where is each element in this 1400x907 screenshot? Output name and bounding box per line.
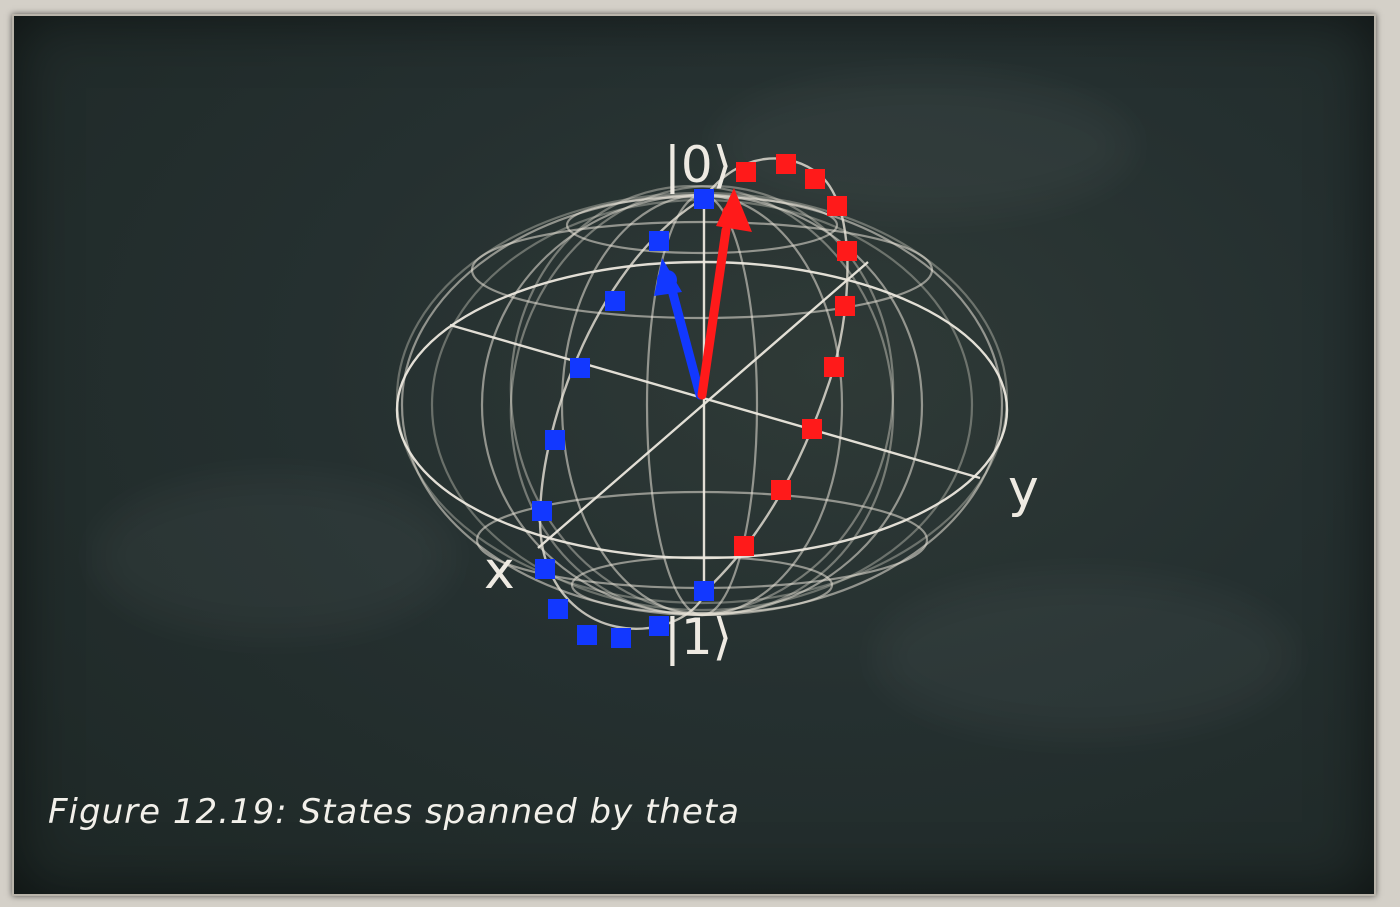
- bloch-axes: [395, 195, 1009, 598]
- blue-vector-shaft: [667, 285, 705, 400]
- chalk-smudge: [94, 476, 454, 636]
- red-state-point-6: [835, 296, 855, 316]
- longitude-ring-tilted-b: [509, 184, 895, 616]
- blue-state-point-3: [605, 291, 625, 311]
- red-state-point-10: [734, 536, 754, 556]
- red-state-points: [734, 154, 857, 556]
- red-state-point-1: [736, 162, 756, 182]
- blue-state-point-11: [649, 616, 669, 636]
- red-state-point-7: [824, 357, 844, 377]
- blue-state-point-12: [694, 581, 714, 601]
- blue-state-point-10: [611, 628, 631, 648]
- blue-state-point-9: [577, 625, 597, 645]
- blue-vector: [654, 258, 705, 400]
- blue-state-point-5: [545, 430, 565, 450]
- y-axis: [449, 323, 981, 480]
- red-vector-knob: [722, 204, 742, 224]
- equator-ring: [395, 260, 1009, 560]
- latitude-ring-upper: [470, 220, 934, 320]
- blue-vector-knob: [657, 270, 677, 290]
- label-ket-zero: |0⟩: [664, 136, 732, 194]
- chalkboard: [12, 14, 1376, 896]
- red-state-point-2: [776, 154, 796, 174]
- blue-state-point-2: [649, 231, 669, 251]
- chalk-smudge: [714, 76, 1134, 216]
- red-state-point-3: [805, 169, 825, 189]
- chalk-smudge: [874, 576, 1294, 736]
- red-vector: [697, 188, 752, 400]
- blue-state-point-8: [548, 599, 568, 619]
- figure-caption: Figure 12.19: States spanned by theta: [48, 792, 740, 832]
- blue-state-point-4: [570, 358, 590, 378]
- red-vector-shaft: [697, 225, 731, 400]
- red-state-point-9: [771, 480, 791, 500]
- longitude-ring-tilted-a: [509, 184, 895, 616]
- label-ket-one: |1⟩: [664, 608, 732, 666]
- x-axis: [537, 261, 869, 549]
- blue-state-point-6: [532, 501, 552, 521]
- blue-state-point-1: [694, 189, 714, 209]
- red-state-point-4: [827, 196, 847, 216]
- red-state-point-8: [802, 419, 822, 439]
- blue-state-points: [532, 189, 714, 648]
- label-y-axis: y: [1008, 459, 1039, 519]
- red-meridian-path: [703, 157, 849, 593]
- blue-state-point-7: [535, 559, 555, 579]
- red-state-point-5: [837, 241, 857, 261]
- label-x-axis: x: [484, 541, 515, 601]
